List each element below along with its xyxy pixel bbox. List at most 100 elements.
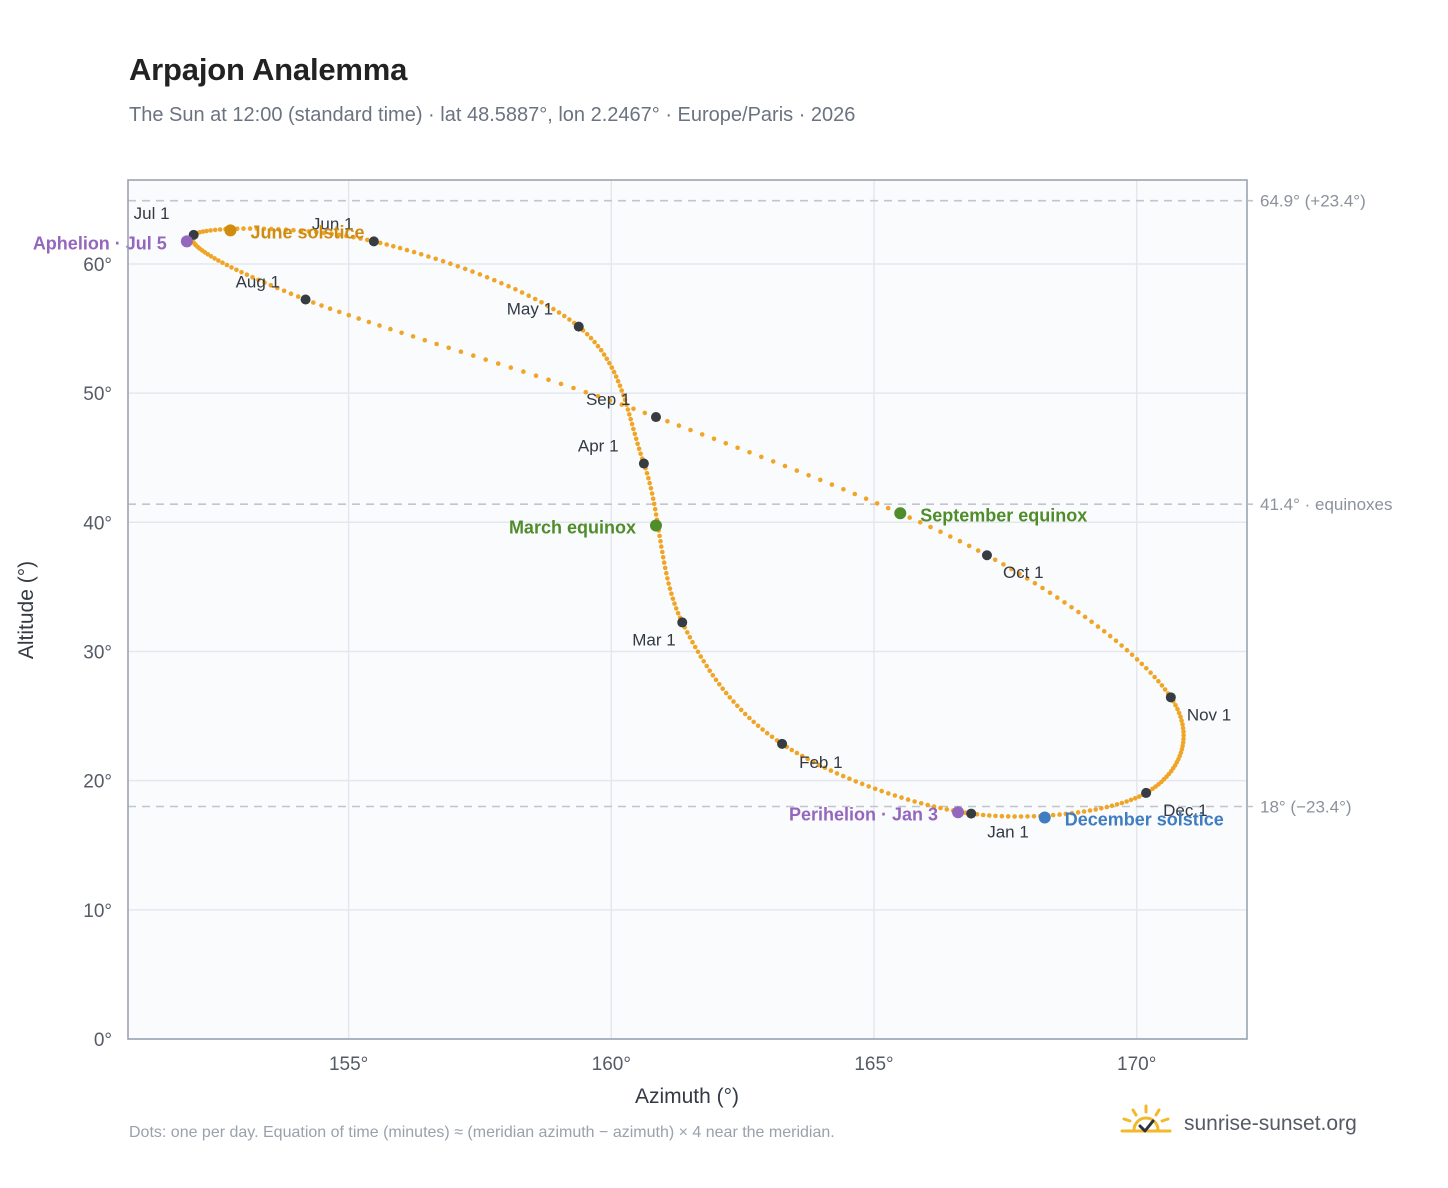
daily-dot	[426, 254, 431, 259]
x-tick-label: 160°	[592, 1054, 631, 1075]
daily-dot	[811, 759, 816, 765]
daily-dot	[1076, 609, 1081, 615]
month-label: Feb 1	[799, 753, 842, 772]
daily-dot	[938, 805, 943, 811]
daily-dot	[723, 690, 729, 696]
daily-dot	[268, 283, 274, 288]
daily-dot	[1069, 605, 1074, 610]
daily-dot	[853, 779, 859, 784]
daily-dot	[1152, 674, 1157, 680]
daily-dot	[1032, 580, 1038, 586]
daily-dot	[268, 226, 274, 232]
month-marker	[573, 321, 584, 332]
chart-subtitle: The Sun at 12:00 (standard time) · lat 4…	[129, 104, 856, 126]
daily-dot	[886, 791, 891, 796]
month-marker	[638, 458, 649, 469]
daily-dot	[275, 285, 280, 291]
daily-dot	[598, 348, 604, 353]
daily-dot	[760, 727, 765, 732]
daily-dot	[484, 275, 490, 280]
daily-dot	[1107, 633, 1113, 639]
daily-dot	[592, 339, 597, 345]
daily-dot	[1180, 740, 1186, 745]
x-axis-title: Azimuth (°)	[635, 1085, 739, 1108]
daily-dot	[669, 591, 674, 596]
daily-dot	[711, 436, 717, 442]
daily-dot	[1132, 796, 1138, 801]
daily-dot	[852, 491, 858, 497]
daily-dot	[220, 260, 225, 266]
daily-dot	[584, 331, 590, 337]
daily-dot	[806, 473, 811, 478]
daily-dot	[567, 317, 572, 322]
daily-dot	[1124, 647, 1130, 653]
daily-dot	[410, 334, 416, 339]
daily-dot	[295, 294, 301, 299]
y-axis-title: Altitude (°)	[15, 561, 38, 659]
daily-dot	[1063, 811, 1069, 817]
daily-dot	[735, 703, 740, 709]
month-label: Jan 1	[987, 823, 1029, 842]
daily-dot	[628, 416, 633, 422]
daily-dot	[644, 470, 650, 476]
daily-dot	[841, 487, 846, 492]
daily-dot	[747, 715, 752, 721]
daily-dot	[477, 272, 483, 277]
sun-check-icon	[1120, 1104, 1172, 1143]
daily-dot	[863, 496, 869, 502]
x-axis-ticks: 155° 160° 165° 170°	[329, 1054, 1156, 1075]
daily-dot	[1162, 687, 1168, 692]
daily-dot	[1119, 800, 1125, 806]
daily-dot	[609, 365, 615, 370]
month-label: Oct 1	[1003, 563, 1044, 582]
daily-dot	[615, 378, 621, 384]
daily-dot	[632, 431, 638, 437]
daily-dot	[377, 240, 383, 246]
x-tick-label: 170°	[1117, 1054, 1156, 1075]
daily-dot	[992, 557, 998, 563]
daily-dot	[217, 227, 223, 232]
daily-dot	[204, 228, 209, 234]
daily-dot	[987, 813, 992, 818]
daily-dot	[1113, 638, 1119, 644]
daily-dot	[261, 226, 267, 232]
month-marker	[1165, 692, 1176, 703]
daily-dot	[499, 280, 504, 286]
daily-dot	[720, 686, 725, 691]
daily-dot	[613, 374, 619, 379]
daily-dot	[212, 227, 218, 233]
daily-dot	[948, 534, 953, 539]
y-tick-label: 0°	[94, 1030, 112, 1051]
daily-dot	[508, 365, 514, 370]
daily-dot	[667, 586, 673, 591]
daily-dot	[665, 576, 670, 581]
daily-dot	[892, 793, 898, 798]
daily-dot	[1057, 812, 1062, 817]
daily-dot	[651, 501, 657, 507]
daily-dot	[717, 682, 722, 687]
month-marker	[981, 550, 992, 561]
daily-dot	[611, 369, 617, 375]
daily-dot	[388, 326, 393, 332]
daily-dot	[366, 319, 372, 325]
daily-dot	[944, 807, 950, 812]
daily-dot	[1001, 562, 1006, 567]
daily-dot	[1062, 600, 1067, 605]
daily-dot	[664, 570, 669, 576]
daily-dot	[1173, 702, 1178, 708]
daily-dot	[239, 269, 244, 275]
daily-dot	[975, 548, 981, 553]
daily-dot	[635, 441, 640, 447]
daily-dot	[710, 673, 716, 678]
daily-dot	[1139, 661, 1145, 667]
daily-dot	[1114, 802, 1120, 807]
daily-dot	[627, 412, 632, 417]
daily-dot	[208, 228, 213, 233]
daily-dot	[533, 373, 539, 379]
daily-dot	[653, 512, 659, 517]
reference-lines: 64.9° (+23.4°) 41.4° · equinoxes 18° (−23.…	[128, 192, 1393, 816]
brand[interactable]: sunrise-sunset.org	[1120, 1104, 1357, 1143]
daily-dot	[397, 245, 403, 251]
reference-line-label: 18° (−23.4°)	[1260, 797, 1352, 816]
